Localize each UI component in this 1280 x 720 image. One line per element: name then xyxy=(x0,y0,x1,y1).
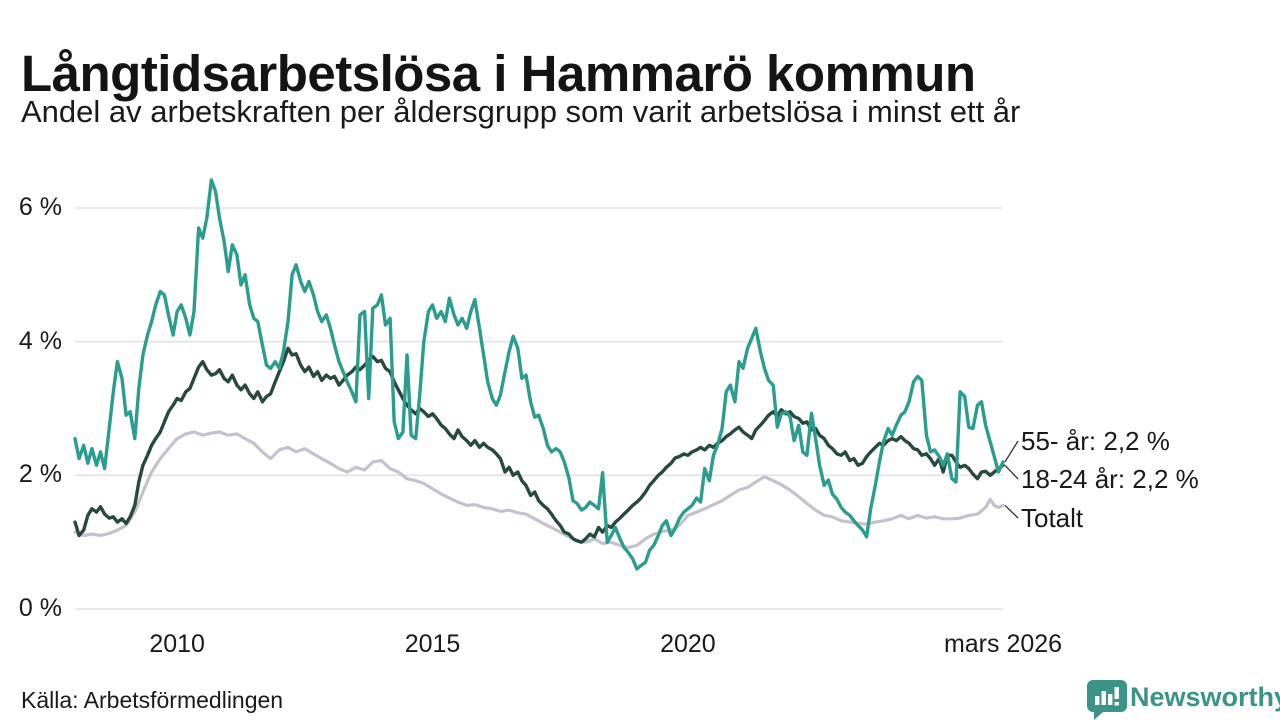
y-axis-tick-label: 2 % xyxy=(18,460,62,489)
x-axis-tick-label: 2020 xyxy=(660,630,716,658)
x-axis-tick-label: 2010 xyxy=(149,630,205,658)
source-text: Källa: Arbetsförmedlingen xyxy=(21,687,284,713)
chart-title: Långtidsarbetslösa i Hammarö kommun xyxy=(21,45,976,103)
series-line-totalt xyxy=(73,430,1005,550)
label-connector xyxy=(1004,440,1019,463)
chart-subtitle: Andel av arbetskraften per åldersgrupp s… xyxy=(21,94,1021,129)
label-connector xyxy=(1004,504,1019,519)
y-axis-tick-label: 6 % xyxy=(18,193,62,221)
brand-name: Newsworthy xyxy=(1130,682,1280,712)
x-axis-tick-label: 2015 xyxy=(404,630,461,658)
x-axis-tick-label: mars 2026 xyxy=(943,630,1063,658)
series-end-label-totalt: Totalt xyxy=(1021,503,1084,533)
series-end-label-55-r: 55- år: 2,2 % xyxy=(1021,426,1170,456)
label-connector xyxy=(1004,464,1019,480)
y-axis-tick-label: 0 % xyxy=(18,594,62,622)
newsworthy-logo-icon xyxy=(1087,680,1127,720)
series-line-18-24-r xyxy=(73,346,1005,544)
series-line-55-r xyxy=(73,178,1005,571)
series-end-label-18-24-r: 18-24 år: 2,2 % xyxy=(1021,464,1199,494)
y-axis-tick-label: 4 % xyxy=(18,326,62,355)
